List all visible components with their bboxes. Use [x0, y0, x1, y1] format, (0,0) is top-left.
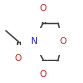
Text: N: N	[30, 37, 37, 46]
Text: O: O	[60, 37, 67, 46]
Text: O: O	[40, 4, 47, 13]
Text: O: O	[15, 54, 22, 63]
Text: O: O	[40, 70, 47, 79]
